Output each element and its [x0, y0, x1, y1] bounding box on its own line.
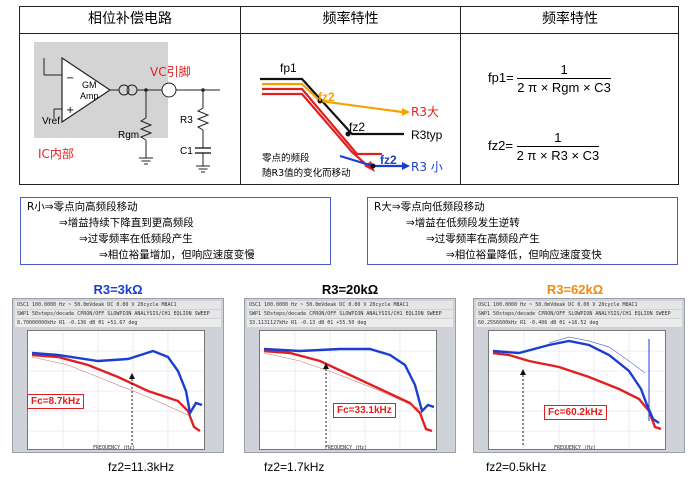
analyzer-line-2: SWP1 50steps/decade CPRON/OFF SLOWPION A…	[478, 311, 671, 317]
phase-trace-20k	[263, 347, 435, 414]
r3-label: R3	[180, 115, 193, 126]
fc-label-62k: Fc=60.2kHz	[544, 405, 607, 420]
fp1-label: fp1	[280, 61, 297, 75]
curve-r3-large	[262, 82, 403, 114]
fz2-typ-label: fz2	[349, 120, 365, 134]
rgm-label: Rgm	[118, 130, 139, 141]
header-frequency-characteristic: 频率特性	[322, 11, 379, 27]
fz2-caption-3k: fz2=11.3kHz	[108, 460, 175, 474]
x-axis-label-62k: FREQUENCY (Hz)	[554, 445, 597, 451]
measurement-title-62k: R3=62kΩ	[546, 282, 604, 297]
c1-label: C1	[180, 146, 193, 157]
note-r3-large: R大⇒零点向低频段移动 ⇒增益在低频段发生逆转 ⇒过零频率在高频段产生 ⇒相位裕…	[367, 197, 678, 265]
curve-r3-red	[262, 87, 382, 156]
analyzer-line-1: OSC1 100.0000 Hz ~ 50.0mVdeak DC 0.00 V …	[478, 302, 638, 308]
analyzer-screen-62k: OSC1 100.0000 Hz ~ 50.0mVdeak DC 0.00 V …	[473, 298, 685, 453]
note-right-line-4: ⇒相位裕量降低，但响应速度变快	[446, 249, 602, 261]
fz2-lhs: fz2=	[488, 137, 513, 153]
gain-trace-3k	[31, 353, 201, 432]
bode-plot-3k	[27, 330, 205, 450]
note-r3-small: R小⇒零点向高频段移动 ⇒增益持续下降直到更高频段 ⇒过零频率在低频段产生 ⇒相…	[20, 197, 331, 265]
note-right-line-2: ⇒增益在低频段发生逆转	[406, 217, 520, 229]
header-phase-compensation: 相位补偿电路	[88, 11, 172, 27]
analyzer-readout: 60.2556600kHz R1 -0.406 dB θ1 +16.52 deg	[478, 320, 599, 326]
fz2-large-label: fz2	[318, 90, 335, 104]
minus-sign: −	[66, 73, 74, 84]
zero-note-line-2: 随R3值的变化而移动	[262, 167, 351, 179]
fz2-numerator: 1	[516, 130, 600, 147]
note-right-line-1: R大⇒零点向低频段移动	[374, 201, 485, 213]
top-frame	[19, 6, 679, 185]
analyzer-readout: 33.1131127kHz R1 -0.13 dB θ1 +55.50 deg	[249, 320, 367, 326]
x-axis-label-3k: FREQUENCY (Hz)	[93, 445, 136, 451]
analyzer-line-2: SWP1 50steps/decade CPRON/OFF SLOWPION A…	[17, 311, 210, 317]
analyzer-readout: 8.70000000kHz R1 -0.136 dB θ1 +51.67 deg	[17, 320, 138, 326]
r3-small-label: R3 小	[411, 160, 443, 174]
fp1-denominator: 2 π × Rgm × C3	[517, 80, 611, 95]
vref-label: Vref	[42, 116, 60, 127]
note-left-line-1: R小⇒零点向高频段移动	[27, 201, 138, 213]
header-frequency-characteristic-2: 频率特性	[542, 11, 598, 27]
r3-large-label: R3大	[411, 105, 439, 119]
rgm-resistor	[139, 117, 153, 141]
measurement-title-20k: R3=20kΩ	[321, 282, 379, 297]
fc-label-3k: Fc=8.7kHz	[27, 394, 85, 409]
measurement-title-3k: R3=3kΩ	[93, 282, 143, 297]
curve-r3-typ	[260, 77, 404, 136]
fp1-numerator: 1	[517, 62, 611, 79]
zero-note-line-1: 零点的频段	[262, 152, 310, 164]
bode-plot-62k	[488, 330, 666, 450]
analyzer-line-2: SWP1 50steps/decade CPRON/OFF SLOWPION A…	[249, 311, 442, 317]
analyzer-screen-20k: OSC1 100.0000 Hz ~ 50.0mVdeak DC 0.00 V …	[244, 298, 456, 453]
note-left-line-2: ⇒增益持续下降直到更高频段	[59, 217, 194, 229]
r3-resistor	[196, 107, 210, 131]
gm-label: GM	[82, 80, 97, 90]
x-axis-label-20k: FREQUENCY (Hz)	[325, 445, 368, 451]
bode-plot-20k	[259, 330, 437, 450]
fc-label-20k: Fc=33.1kHz	[333, 403, 396, 418]
fz2-small-label: fz2	[380, 153, 397, 167]
fp1-lhs: fp1=	[488, 69, 514, 85]
fz2-caption-62k: fz2=0.5kHz	[486, 460, 547, 474]
gain-trace-20k	[263, 349, 433, 433]
phase-compensation-circuit: − + GM Amp Vref Rgm VC引脚 R3 C1 IC内部	[34, 42, 220, 173]
analyzer-line-1: OSC1 100.0000 Hz ~ 50.0mVdeak DC 0.00 V …	[17, 302, 177, 308]
ic-internal-label: IC内部	[38, 146, 74, 161]
fz2-caption-20k: fz2=1.7kHz	[264, 460, 325, 474]
gm-amp-symbol	[61, 56, 112, 124]
r3-typ-label: R3typ	[411, 128, 443, 142]
bode-sketch: fp1 fz2 fz2 fz2 R3大 R3typ R3 小 零点的频段 随R3…	[260, 61, 443, 179]
note-right-line-3: ⇒过零频率在高频段产生	[426, 233, 540, 245]
note-left-line-3: ⇒过零频率在低频段产生	[79, 233, 193, 245]
amp-label: Amp	[80, 91, 99, 101]
note-left-line-4: ⇒相位裕量增加，但响应速度变慢	[99, 249, 255, 261]
phase-trace-3k	[31, 349, 203, 417]
vc-pin-label: VC引脚	[150, 64, 191, 79]
analyzer-line-1: OSC1 100.0000 Hz ~ 50.0mVdeak DC 0.00 V …	[249, 302, 409, 308]
fz2-denominator: 2 π × R3 × C3	[516, 148, 600, 163]
analyzer-screen-3k: OSC1 100.0000 Hz ~ 50.0mVdeak DC 0.00 V …	[12, 298, 224, 453]
plus-sign: +	[66, 105, 74, 116]
